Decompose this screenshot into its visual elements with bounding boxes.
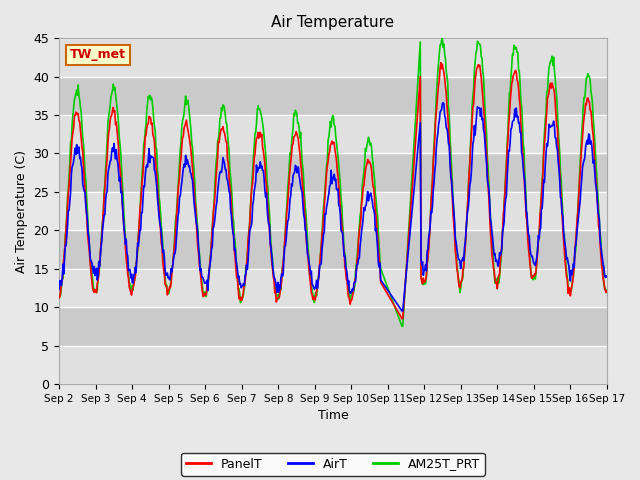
PanelT	[55, 295, 63, 300]
X-axis label: Time: Time	[317, 409, 348, 422]
Line: AirT: AirT	[59, 103, 607, 311]
AirT	[206, 263, 214, 269]
AirT	[177, 185, 185, 191]
AirT	[401, 292, 408, 298]
AM25T_PRT	[398, 324, 406, 329]
Text: TW_met: TW_met	[70, 48, 126, 61]
Line: AM25T_PRT: AM25T_PRT	[59, 38, 607, 326]
AM25T_PRT	[401, 299, 408, 304]
PanelT	[437, 60, 445, 66]
Legend: PanelT, AirT, AM25T_PRT: PanelT, AirT, AM25T_PRT	[181, 453, 485, 476]
Line: PanelT: PanelT	[59, 63, 607, 319]
Bar	[59, 76, 607, 115]
AM25T_PRT	[603, 287, 611, 292]
PanelT	[603, 288, 611, 294]
Bar	[59, 115, 607, 154]
Bar	[59, 192, 607, 230]
Y-axis label: Air Temperature (C): Air Temperature (C)	[15, 150, 28, 273]
PanelT	[417, 73, 424, 79]
Title: Air Temperature: Air Temperature	[271, 15, 395, 30]
AM25T_PRT	[65, 174, 73, 180]
AM25T_PRT	[122, 237, 129, 242]
AirT	[603, 274, 611, 280]
Bar	[59, 154, 607, 192]
PanelT	[177, 155, 185, 161]
PanelT	[401, 295, 408, 300]
AirT	[55, 287, 63, 292]
AM25T_PRT	[417, 39, 424, 45]
AirT	[65, 207, 73, 213]
PanelT	[122, 244, 129, 250]
AM25T_PRT	[438, 35, 446, 41]
AM25T_PRT	[177, 139, 185, 145]
AirT	[398, 308, 406, 314]
AirT	[122, 241, 129, 247]
Bar	[59, 38, 607, 76]
AM25T_PRT	[206, 258, 214, 264]
AirT	[439, 100, 447, 106]
PanelT	[206, 258, 214, 264]
Bar	[59, 230, 607, 269]
AM25T_PRT	[55, 295, 63, 301]
AirT	[417, 120, 424, 126]
Bar	[59, 307, 607, 346]
PanelT	[398, 316, 406, 322]
Bar	[59, 269, 607, 307]
PanelT	[65, 183, 73, 189]
Bar	[59, 346, 607, 384]
